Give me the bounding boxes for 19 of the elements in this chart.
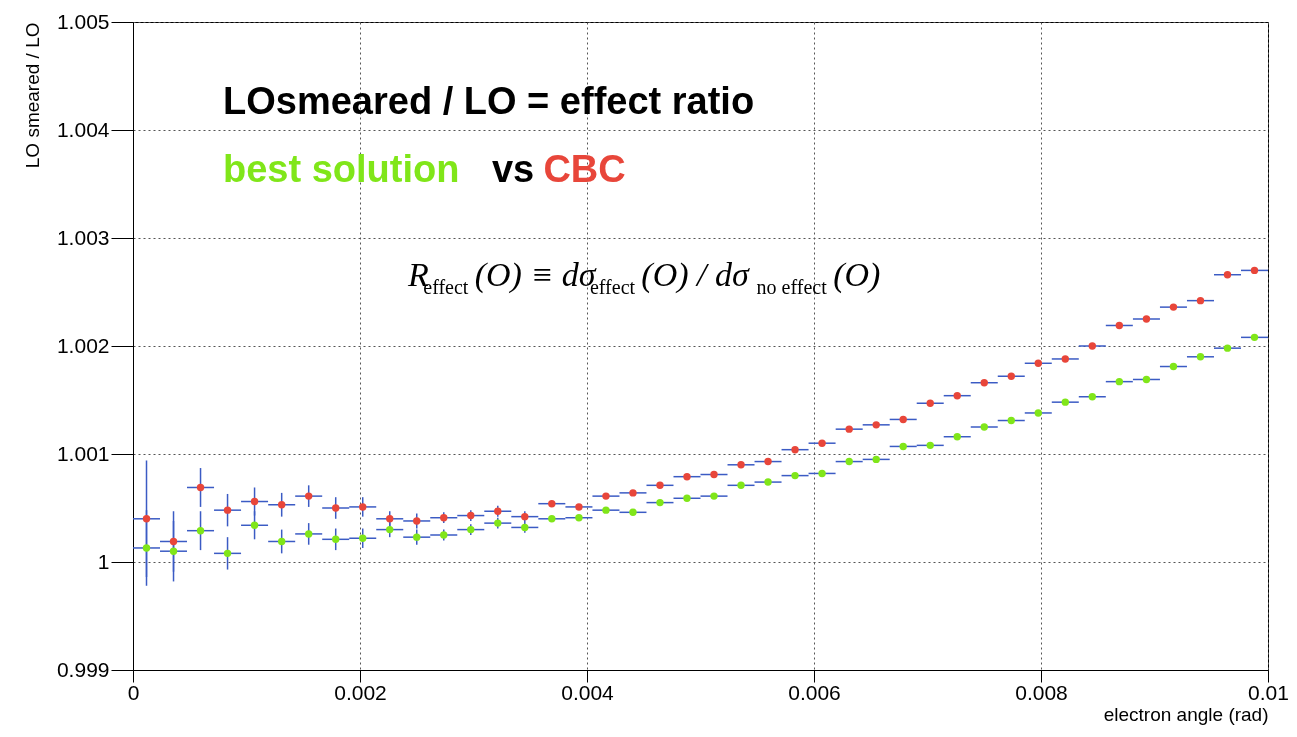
- x-tick-label: 0: [127, 680, 140, 704]
- x-tick-label: 0.01: [1248, 680, 1289, 704]
- y-tick-label: 1: [97, 549, 110, 573]
- text: best solution: [223, 148, 460, 190]
- y-tick-label: 1.002: [56, 333, 110, 357]
- annotation: LOsmeared / LO = effect ratio: [223, 80, 755, 122]
- text: CBC: [543, 148, 626, 190]
- y-tick-label: 1.003: [56, 225, 110, 249]
- x-axis-title: electron angle (rad): [1103, 703, 1269, 725]
- y-tick-label: 0.999: [56, 657, 110, 681]
- y-tick-label: 1.005: [56, 9, 110, 33]
- annotation: vs: [491, 148, 535, 190]
- x-tick-label: 0.008: [1015, 680, 1068, 704]
- y-tick-label: 1.004: [56, 117, 110, 141]
- x-tick-label: 0.004: [561, 680, 615, 704]
- x-tick-label: 0.006: [788, 680, 841, 704]
- y-axis-title: LO smeared / LO: [21, 22, 43, 169]
- x-tick-label: 0.002: [334, 680, 387, 704]
- y-tick-label: 1.001: [56, 441, 110, 465]
